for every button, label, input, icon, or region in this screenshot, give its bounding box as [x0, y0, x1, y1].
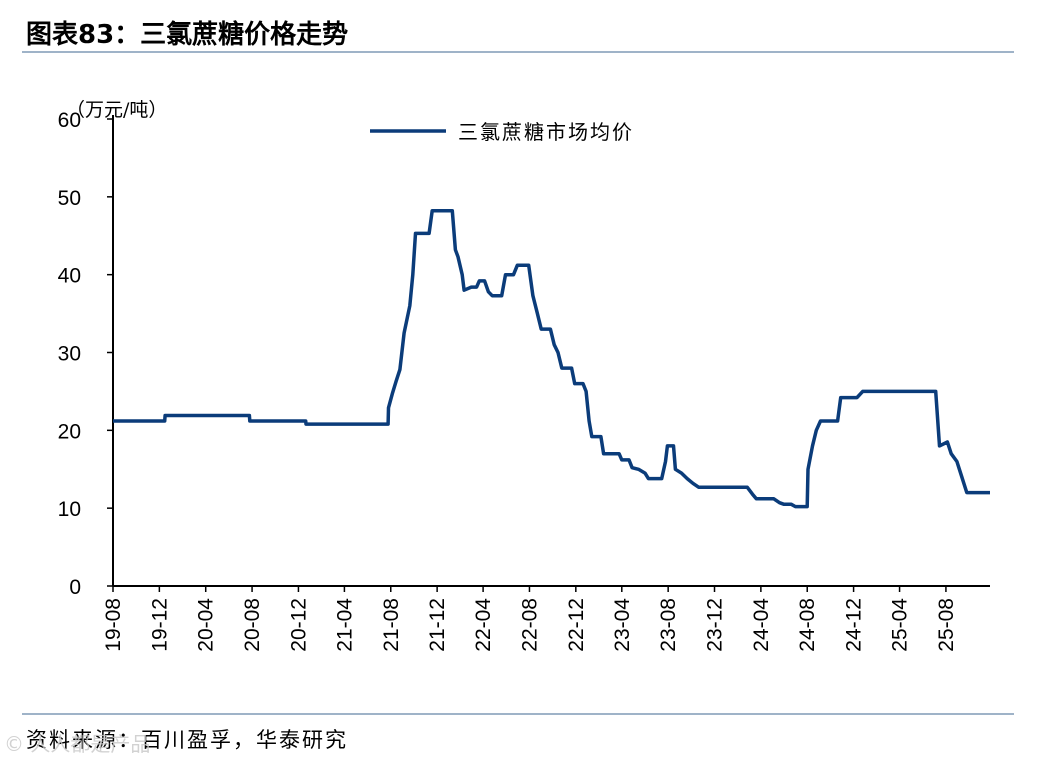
- x-tick-label: 25-08: [935, 598, 958, 652]
- footer-divider: [22, 713, 1014, 715]
- x-tick-label: 24-08: [796, 598, 819, 652]
- x-tick-label: 19-12: [148, 598, 171, 652]
- legend: 三氯蔗糖市场均价: [370, 120, 634, 144]
- chart-title: 图表83：三氯蔗糖价格走势: [26, 20, 349, 50]
- y-tick-label: 0: [69, 576, 81, 599]
- x-tick-label: 20-08: [241, 598, 264, 652]
- y-tick-label: 60: [58, 109, 81, 132]
- series-line-sucralose-price: [113, 209, 990, 509]
- x-tick-label: 21-04: [333, 598, 356, 652]
- watermark: © 人人都是产品: [4, 732, 151, 756]
- y-tick-label: 20: [58, 420, 81, 443]
- x-tick-label: 20-04: [195, 598, 218, 652]
- y-tick-label: 30: [58, 343, 81, 366]
- x-tick-label: 23-08: [657, 598, 680, 652]
- x-tick-label: 22-08: [518, 598, 541, 652]
- x-tick-label: 24-12: [843, 598, 866, 652]
- x-tick-label: 22-12: [565, 598, 588, 652]
- y-axis-unit-label: （万元/吨）: [66, 99, 167, 121]
- y-tick-label: 40: [58, 265, 81, 288]
- x-tick-label: 22-04: [472, 598, 495, 652]
- legend-label: 三氯蔗糖市场均价: [458, 120, 634, 144]
- x-tick-label: 21-08: [380, 598, 403, 652]
- x-tick-label: 23-12: [704, 598, 727, 652]
- title-divider: [22, 51, 1014, 53]
- y-tick-label: 10: [58, 498, 81, 521]
- x-tick-label: 23-04: [611, 598, 634, 652]
- x-tick-label: 19-08: [102, 598, 125, 652]
- y-tick-label: 50: [58, 187, 81, 210]
- x-tick-label: 24-04: [750, 598, 773, 652]
- data-source-note: 资料来源：百川盈孚，华泰研究: [26, 728, 348, 752]
- x-tick-label: 21-12: [426, 598, 449, 652]
- chart-axes: [112, 115, 990, 587]
- x-tick-label: 20-12: [287, 598, 310, 652]
- y-axis-ticks: 0 10 20 30 40 50 60: [58, 109, 113, 599]
- x-tick-label: 25-04: [889, 598, 912, 652]
- x-axis-ticks: 19-08 19-12 20-04 20-08 20-12 21-04 21-08 21-12…: [102, 586, 958, 652]
